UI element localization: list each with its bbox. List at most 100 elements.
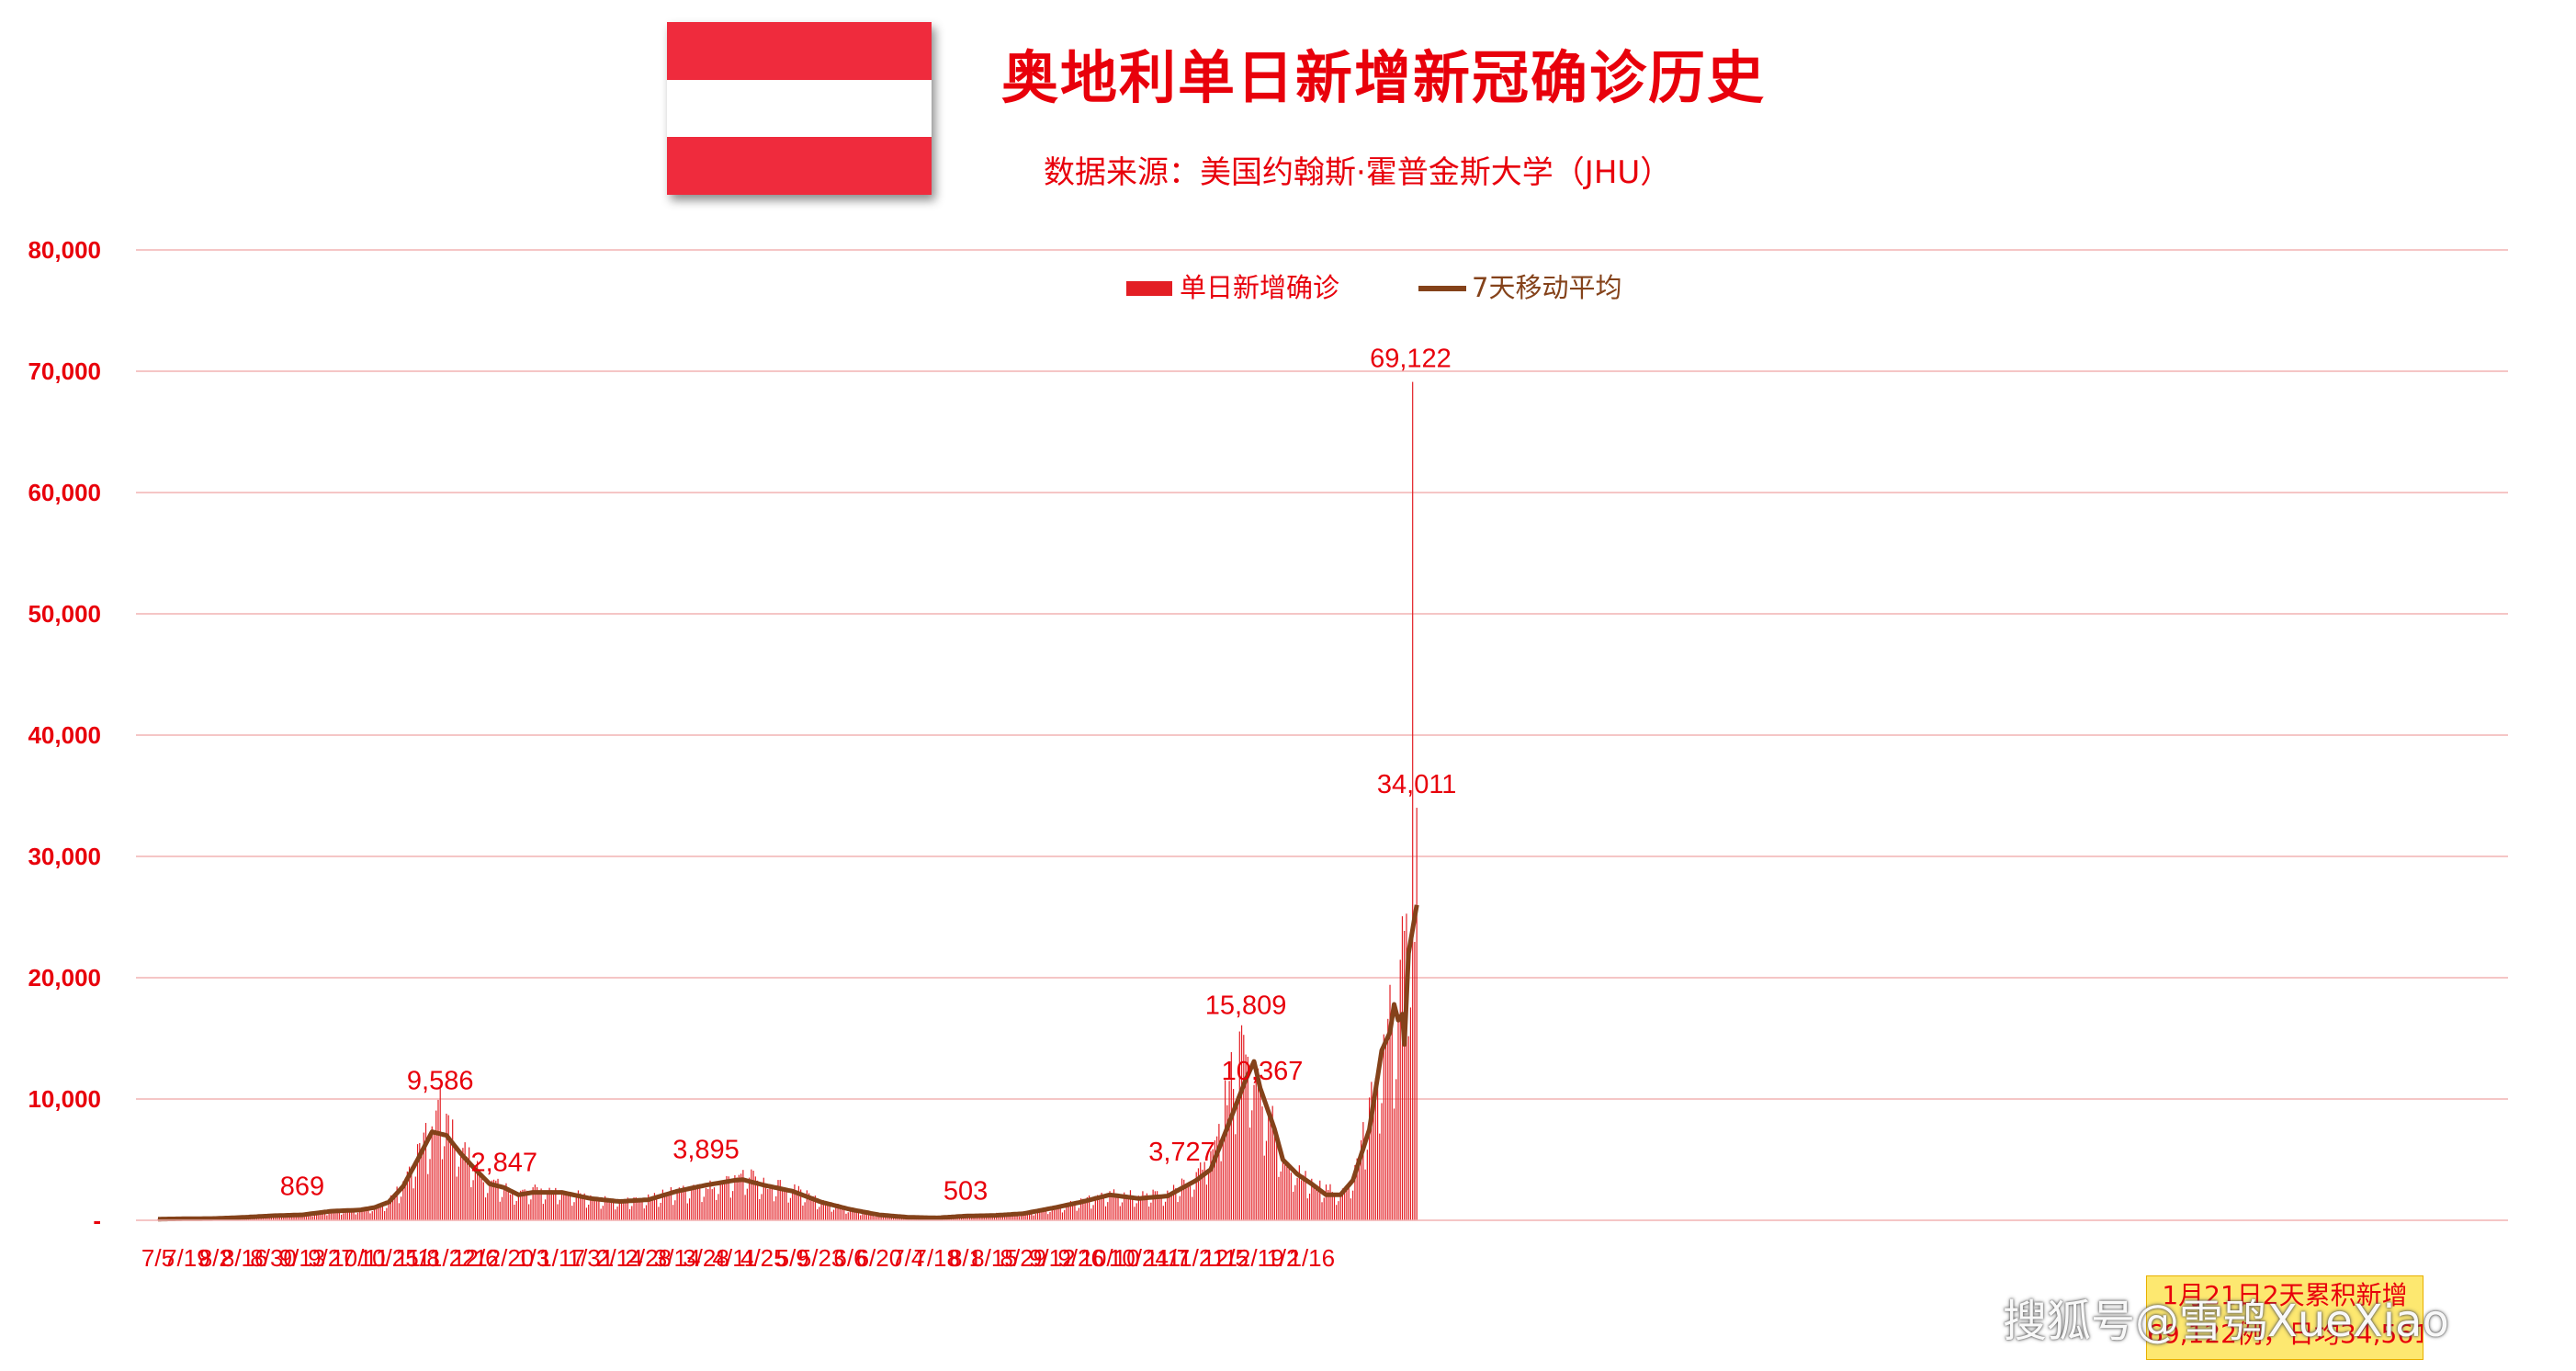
daily-bar <box>538 1193 540 1220</box>
daily-bar <box>703 1196 705 1220</box>
daily-bar <box>1051 1209 1053 1220</box>
chart-title: 奥地利单日新增新冠确诊历史 <box>1001 44 1767 111</box>
daily-bar <box>1076 1210 1078 1220</box>
daily-bar <box>827 1202 829 1220</box>
daily-bar <box>802 1205 804 1220</box>
data-label: 2,847 <box>470 1148 537 1177</box>
x-tick-label: 11/8 <box>395 1244 440 1272</box>
daily-bar <box>1253 1084 1255 1220</box>
flag-stripe-top <box>667 22 932 80</box>
daily-bar <box>1379 1133 1381 1220</box>
daily-bar <box>1109 1191 1111 1220</box>
annotation-line-2: 69,122例，日均34,561例。 <box>2147 1319 2423 1349</box>
x-tick-label: 8/16 <box>221 1244 268 1272</box>
daily-bar <box>1251 1110 1253 1220</box>
data-label: 3,727 <box>1148 1138 1215 1167</box>
daily-bar <box>814 1195 816 1220</box>
daily-bar <box>989 1217 991 1220</box>
daily-bar <box>376 1206 378 1220</box>
daily-bar <box>394 1193 396 1220</box>
daily-bar <box>1288 1164 1290 1220</box>
daily-bar <box>1086 1196 1088 1220</box>
x-tick-label: 8/30 <box>250 1244 297 1272</box>
daily-bar <box>763 1177 764 1220</box>
daily-bar <box>313 1215 316 1220</box>
daily-bar <box>492 1179 495 1220</box>
daily-bar <box>806 1190 808 1220</box>
daily-bar <box>1170 1195 1172 1220</box>
daily-bar <box>627 1197 628 1220</box>
daily-bar <box>610 1198 612 1220</box>
daily-bar <box>1175 1188 1177 1220</box>
daily-bar <box>439 1084 441 1220</box>
daily-bar <box>1218 1124 1220 1220</box>
daily-bar <box>388 1201 390 1220</box>
daily-bar <box>835 1207 837 1220</box>
daily-bar <box>427 1173 429 1220</box>
daily-bar <box>1389 984 1391 1220</box>
daily-bar <box>734 1174 736 1220</box>
daily-bar <box>1167 1190 1169 1220</box>
daily-bar <box>1395 1079 1397 1220</box>
x-tick-label: 10/11 <box>331 1244 389 1272</box>
daily-bar <box>444 1146 446 1220</box>
daily-bar <box>787 1202 789 1220</box>
daily-bar <box>291 1215 293 1220</box>
daily-bar <box>855 1208 857 1220</box>
y-tick-label: 70,000 <box>28 357 101 385</box>
daily-bar <box>719 1181 721 1220</box>
daily-bar <box>1137 1195 1140 1220</box>
daily-bar <box>408 1166 411 1220</box>
x-tick-label: 6/6 <box>833 1244 866 1272</box>
daily-bar <box>1162 1206 1164 1220</box>
daily-bar <box>1243 1035 1245 1220</box>
daily-bar <box>373 1206 376 1220</box>
daily-bar <box>1384 1038 1387 1220</box>
daily-bar <box>542 1204 544 1220</box>
daily-bar <box>1096 1195 1099 1220</box>
y-tick-label: 10,000 <box>28 1085 101 1113</box>
daily-bar <box>1404 931 1406 1220</box>
daily-bar <box>1226 1105 1228 1220</box>
daily-bar <box>1323 1197 1325 1220</box>
daily-bar <box>1043 1209 1045 1220</box>
data-label: 9,586 <box>407 1066 474 1095</box>
daily-bar <box>800 1189 802 1220</box>
daily-bar <box>829 1203 830 1220</box>
daily-bar <box>872 1211 874 1220</box>
daily-bar <box>311 1216 313 1220</box>
daily-bar <box>1158 1194 1160 1220</box>
daily-bar <box>1391 1009 1393 1220</box>
daily-bar <box>573 1202 575 1220</box>
daily-bar <box>501 1196 503 1220</box>
x-tick-label: 10/24 <box>1109 1244 1169 1272</box>
daily-bar <box>680 1191 683 1220</box>
daily-bar <box>402 1181 404 1220</box>
x-tick-label: 7/19 <box>164 1244 210 1272</box>
daily-bar <box>658 1207 660 1220</box>
daily-bar <box>717 1194 719 1220</box>
daily-bar <box>631 1206 633 1220</box>
daily-bar <box>437 1099 439 1220</box>
daily-bar <box>1152 1189 1154 1220</box>
daily-bar <box>491 1180 492 1220</box>
daily-bar <box>1102 1195 1104 1220</box>
watermark: 搜狐号@雪鸮XueXiao <box>2003 1296 2449 1347</box>
daily-bar <box>843 1207 845 1220</box>
daily-bar <box>1092 1205 1094 1220</box>
data-label: 869 <box>280 1173 324 1202</box>
daily-bar <box>1069 1201 1072 1220</box>
daily-bar <box>489 1184 491 1220</box>
daily-bar <box>668 1191 670 1220</box>
daily-bar <box>1134 1207 1135 1220</box>
daily-bar <box>1273 1136 1276 1220</box>
daily-bar <box>464 1142 466 1220</box>
daily-bar <box>748 1177 751 1220</box>
daily-bar <box>1181 1178 1183 1220</box>
daily-bar <box>820 1202 822 1220</box>
daily-bar <box>359 1208 361 1220</box>
legend-bar-swatch <box>1126 281 1172 296</box>
daily-bar <box>1290 1173 1292 1220</box>
daily-bar <box>738 1174 740 1220</box>
